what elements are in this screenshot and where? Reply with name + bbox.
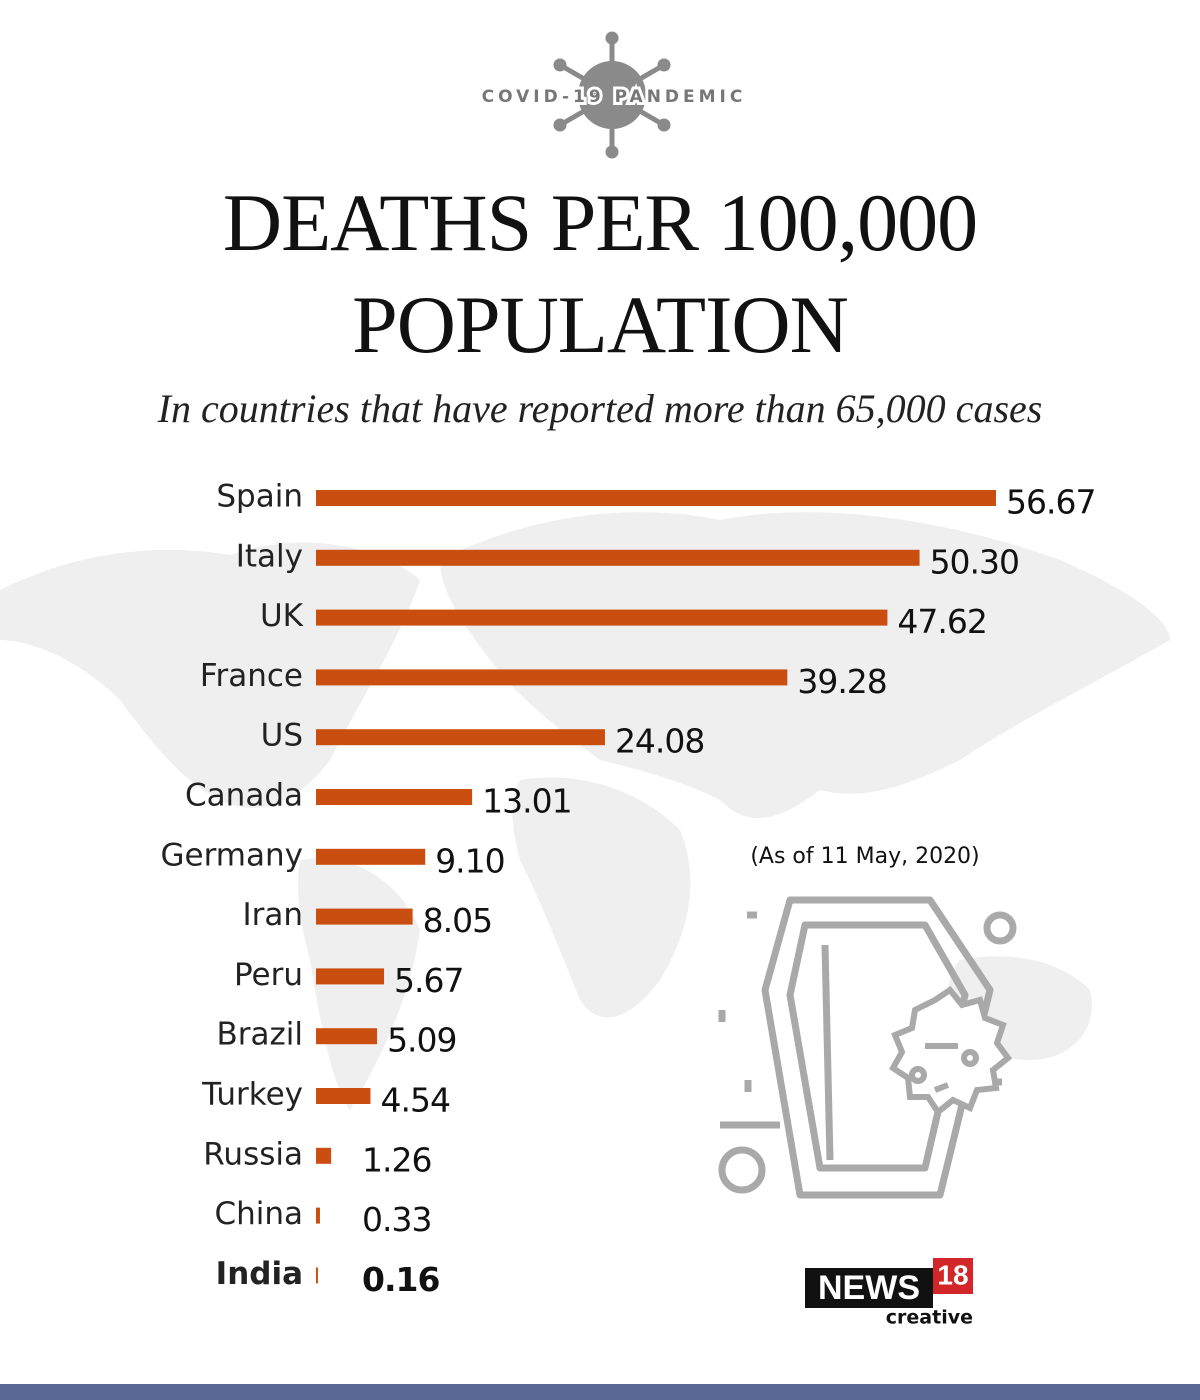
- value-label: 4.54: [380, 1081, 449, 1120]
- bar: [316, 490, 996, 506]
- y-tick-label: UK: [260, 598, 304, 634]
- value-label: 50.30: [930, 542, 1019, 581]
- note: (As of 11 May, 2020): [750, 844, 979, 869]
- value-label: 56.67: [1006, 483, 1095, 522]
- value-label: 13.01: [482, 782, 571, 821]
- bar: [316, 549, 920, 566]
- value-label: 24.08: [615, 722, 704, 761]
- y-tick-label: Spain: [216, 479, 303, 515]
- bar: [316, 1267, 318, 1284]
- logo: NEWS 18 creative: [805, 1258, 973, 1329]
- value-label: 5.09: [387, 1021, 456, 1060]
- y-tick-label: Brazil: [216, 1017, 303, 1053]
- virus-badge: [889, 985, 1013, 1117]
- value-label: 8.05: [423, 901, 492, 940]
- bar: [316, 729, 605, 746]
- y-tick-label: Germany: [161, 837, 303, 873]
- y-tick-label: US: [261, 718, 303, 754]
- y-tick-label: Iran: [242, 897, 303, 933]
- value-label: 1.26: [362, 1140, 431, 1179]
- value-label: 9.10: [435, 841, 504, 880]
- bar: [316, 908, 413, 925]
- logo-number: 18: [937, 1259, 968, 1290]
- logo-number-box: [933, 1258, 973, 1294]
- chart-title: DEATHS PER 100,000 POPULATION: [222, 177, 978, 370]
- kicker: COVID-19 PANDEMIC: [482, 87, 747, 107]
- bar: [316, 1028, 378, 1045]
- value-label: 0.16: [362, 1260, 439, 1299]
- logo-name: NEWS: [818, 1269, 920, 1307]
- virus-icon: [553, 31, 671, 159]
- y-tick-label: Russia: [203, 1136, 303, 1172]
- value-label: 47.62: [897, 602, 986, 641]
- logo-tagline: creative: [886, 1307, 973, 1329]
- bar: [316, 789, 473, 805]
- y-tick-label: China: [214, 1196, 303, 1232]
- bar: [316, 1147, 332, 1164]
- value-label: 5.67: [394, 961, 463, 1000]
- coffin-icon: [718, 896, 1017, 1199]
- value-label: 0.33: [362, 1200, 431, 1239]
- value-label: 39.28: [797, 662, 886, 701]
- bar: [316, 848, 426, 865]
- y-tick-label: France: [200, 658, 303, 694]
- bar: [316, 968, 385, 985]
- y-tick-label: India: [216, 1256, 303, 1292]
- y-tick-label: Peru: [234, 957, 303, 993]
- bar: [316, 1088, 371, 1104]
- bar: [316, 609, 888, 626]
- y-tick-label: Canada: [185, 778, 303, 814]
- bar: [316, 669, 788, 686]
- chart-subtitle: In countries that have reported more tha…: [157, 386, 1043, 431]
- y-tick-label: Turkey: [201, 1077, 303, 1113]
- footer-band: [0, 1384, 1200, 1400]
- y-tick-label: Italy: [236, 538, 303, 574]
- map-backdrop: [0, 512, 1170, 1110]
- bar: [316, 1207, 320, 1224]
- logo-box: [805, 1268, 933, 1308]
